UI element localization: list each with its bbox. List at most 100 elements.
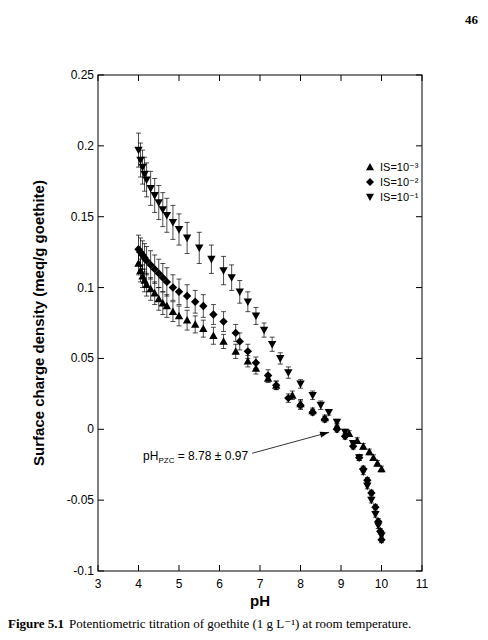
y-tick-right xyxy=(416,500,422,501)
data-point xyxy=(268,341,276,349)
data-point xyxy=(367,489,375,497)
annotation: pHPZC = 8.78 ± 0.97 xyxy=(143,449,248,465)
error-cap xyxy=(156,259,161,260)
error-cap xyxy=(221,348,226,349)
error-cap xyxy=(262,323,267,324)
x-tick-label: 10 xyxy=(375,577,389,591)
x-tick-label: 7 xyxy=(257,577,264,591)
error-cap xyxy=(152,254,157,255)
data-point xyxy=(219,317,227,325)
data-point xyxy=(175,226,183,234)
error-cap xyxy=(245,358,250,359)
x-tick-top xyxy=(98,75,99,81)
error-cap xyxy=(170,205,175,206)
error-cap xyxy=(185,222,190,223)
plot-frame xyxy=(98,75,422,571)
y-tick xyxy=(98,500,104,501)
data-point xyxy=(308,408,316,416)
error-cap xyxy=(193,315,198,316)
data-point xyxy=(163,212,171,220)
data-point xyxy=(377,532,385,540)
error-cap xyxy=(164,198,169,199)
error-cap xyxy=(278,352,283,353)
error-cap xyxy=(245,311,250,312)
error-cap xyxy=(201,320,206,321)
data-point xyxy=(341,429,349,437)
y-tick-label: 0 xyxy=(87,422,94,436)
error-cap xyxy=(160,291,165,292)
error-cap xyxy=(138,143,143,144)
error-cap xyxy=(229,290,234,291)
error-cap xyxy=(144,296,149,297)
data-point xyxy=(191,320,199,328)
legend-label: IS=10⁻¹ xyxy=(380,191,419,203)
error-cap xyxy=(164,317,169,318)
y-tick xyxy=(98,145,104,146)
error-cap xyxy=(286,378,291,379)
data-point xyxy=(209,332,217,340)
error-cap xyxy=(170,301,175,302)
data-point xyxy=(374,522,382,530)
data-point xyxy=(209,310,217,318)
error-cap xyxy=(185,284,190,285)
annotation-subscript: PZC xyxy=(158,456,174,465)
error-cap xyxy=(170,321,175,322)
caption-label: Figure 5.1 xyxy=(8,616,64,631)
y-tick-label: 0.2 xyxy=(77,139,94,153)
x-tick-top xyxy=(179,75,180,81)
error-cap xyxy=(237,280,242,281)
data-point xyxy=(199,302,207,310)
error-cap xyxy=(245,291,250,292)
error-cap xyxy=(144,162,149,163)
y-tick-label: -0.1 xyxy=(73,564,94,578)
data-point xyxy=(207,256,215,264)
error-cap xyxy=(156,185,161,186)
error-cap xyxy=(177,279,182,280)
error-cap xyxy=(177,305,182,306)
data-point xyxy=(151,289,159,297)
error-cap xyxy=(211,304,216,305)
x-tick xyxy=(381,565,382,571)
series-group xyxy=(134,133,385,540)
annotation-arrow xyxy=(252,432,329,453)
error-cap xyxy=(245,366,250,367)
data-point xyxy=(191,298,199,306)
x-tick-top xyxy=(381,75,382,81)
x-tick-label: 8 xyxy=(297,577,304,591)
error-cap xyxy=(262,337,267,338)
page-number: 46 xyxy=(465,12,479,27)
y-tick xyxy=(98,216,104,217)
data-point xyxy=(367,497,375,505)
data-point xyxy=(236,288,244,296)
data-point xyxy=(142,177,150,185)
x-tick-top xyxy=(138,75,139,81)
series-group xyxy=(134,235,385,544)
error-cap xyxy=(209,245,214,246)
x-tick-label: 5 xyxy=(176,577,183,591)
x-tick xyxy=(300,565,301,571)
error-cap xyxy=(270,351,275,352)
error-cap xyxy=(193,332,198,333)
data-point xyxy=(264,371,272,379)
error-cap xyxy=(177,213,182,214)
error-cap xyxy=(185,253,190,254)
data-point xyxy=(183,316,191,324)
data-point xyxy=(371,511,379,519)
data-point xyxy=(169,219,177,227)
error-cap xyxy=(144,246,149,247)
legend-label: IS=10⁻² xyxy=(380,176,419,188)
data-point xyxy=(377,465,385,473)
error-cap xyxy=(253,368,258,369)
data-point xyxy=(244,347,252,355)
error-cap xyxy=(144,274,149,275)
error-cap xyxy=(253,357,258,358)
x-tick-top xyxy=(219,75,220,81)
error-cap xyxy=(136,133,141,134)
y-tick-label: 0.1 xyxy=(77,281,94,295)
error-cap xyxy=(142,243,147,244)
data-point xyxy=(163,278,171,286)
error-cap xyxy=(156,219,161,220)
y-tick-label: 0.05 xyxy=(71,351,95,365)
data-point xyxy=(136,266,144,274)
x-tick xyxy=(98,565,99,571)
